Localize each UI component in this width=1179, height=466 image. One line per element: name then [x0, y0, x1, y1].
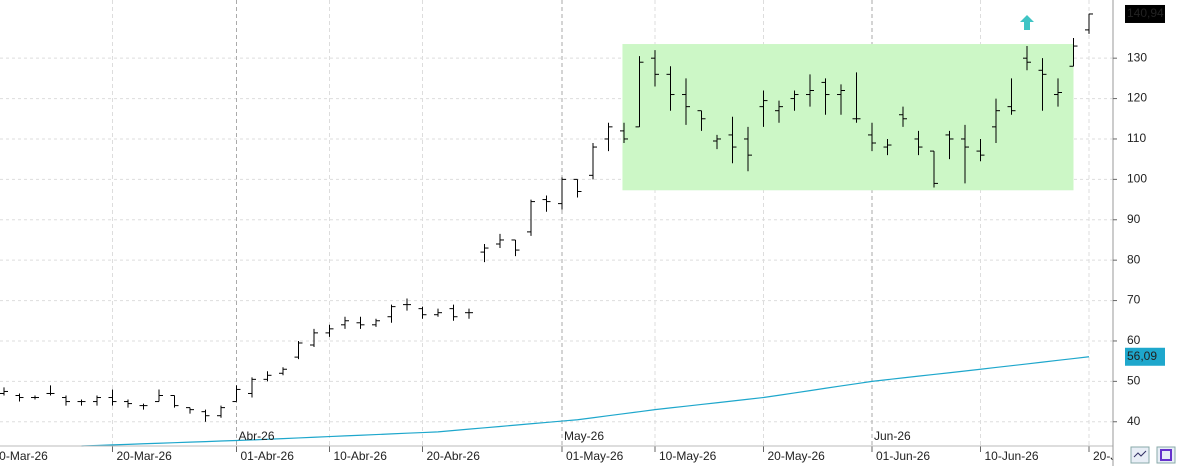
month-label: Abr-26	[239, 429, 275, 443]
zoom-icon	[1133, 450, 1147, 458]
month-label: Jun-26	[874, 429, 911, 443]
x-tick-label: 01-Abr-26	[241, 449, 295, 463]
highlight-box	[622, 44, 1074, 191]
value-tag	[1125, 347, 1165, 366]
y-tick-label: 80	[1127, 252, 1141, 266]
y-tick-label: 130	[1127, 50, 1147, 64]
value-tag-label: 140,94	[1127, 6, 1164, 20]
moving-average-line	[81, 356, 1090, 447]
x-tick-label: 20-May-26	[768, 449, 826, 463]
plot-area	[0, 13, 1093, 447]
value-tag-label: 56,09	[1127, 349, 1157, 363]
save-icon	[1160, 449, 1172, 461]
y-tick-label: 50	[1127, 374, 1141, 388]
grid	[0, 0, 1113, 446]
x-tick-label: 20-Abr-26	[427, 449, 481, 463]
x-tick-label: 10-Mar-26	[0, 449, 48, 463]
y-axis: 40 50 60 70 80 90 100 110 120 130 140,94 56,09	[1113, 4, 1165, 428]
month-label: May-26	[564, 429, 604, 443]
x-tick-label: 20-Jun-26	[1093, 449, 1147, 463]
y-tick-label: 40	[1127, 414, 1141, 428]
signal-arrow	[1020, 15, 1034, 30]
x-tick-label: 10-May-26	[659, 449, 717, 463]
value-tag	[1125, 4, 1165, 23]
x-tick-label: 01-May-26	[566, 449, 624, 463]
y-tick-label: 90	[1127, 212, 1141, 226]
x-axis: 10-Mar-26 20-Mar-26 01-Abr-26 Abr-26 10-Abr-…	[0, 429, 1147, 463]
x-tick-label: 20-Mar-26	[117, 449, 173, 463]
x-tick-label: 01-Jun-26	[876, 449, 930, 463]
y-tick-label: 110	[1127, 131, 1146, 145]
toolbar	[1130, 446, 1176, 464]
y-tick-label: 120	[1127, 91, 1147, 105]
y-tick-label: 70	[1127, 293, 1141, 307]
y-tick-label: 100	[1127, 172, 1147, 186]
x-tick-label: 10-Abr-26	[334, 449, 388, 463]
x-tick-label: 10-Jun-26	[985, 449, 1039, 463]
y-tick-label: 60	[1127, 333, 1141, 347]
